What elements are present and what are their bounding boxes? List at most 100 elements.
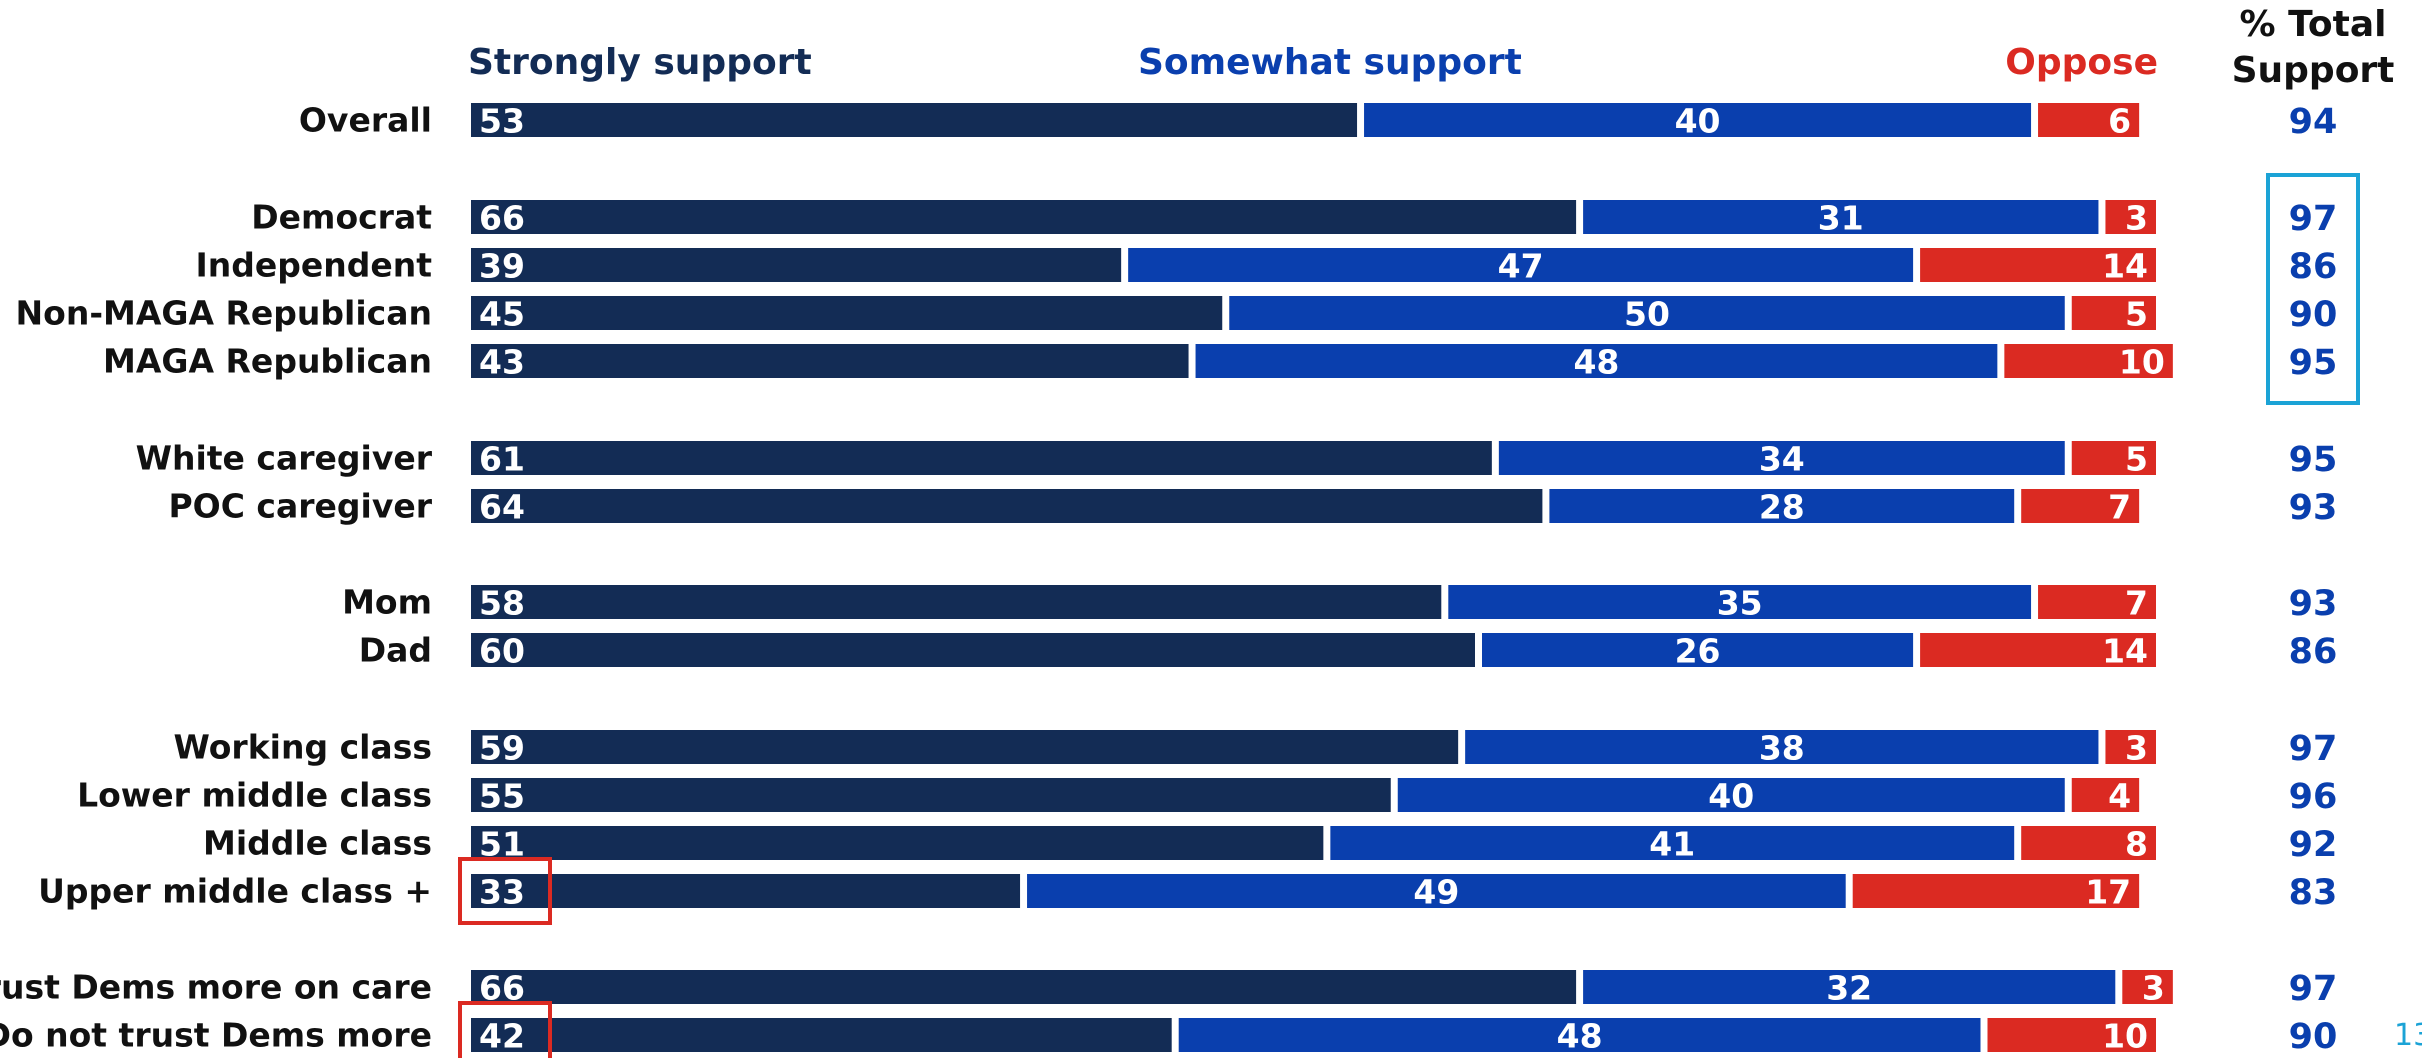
highlight-box-total-support <box>2266 173 2360 405</box>
highlight-box-strong-support <box>458 1001 552 1058</box>
bar-segment-oppose <box>2071 296 2156 330</box>
total-support-value: 90 <box>2289 295 2338 335</box>
row-label: Trust Dems more on care <box>0 968 432 1007</box>
total-support-value: 90 <box>2289 1017 2338 1057</box>
bar-segment-strong <box>471 296 1223 330</box>
highlight-box-strong-support <box>458 857 552 925</box>
bar-segment-somewhat <box>1195 344 1998 378</box>
data-label-oppose: 8 <box>2125 825 2148 864</box>
bar-segment-somewhat <box>1229 296 2065 330</box>
total-support-value: 95 <box>2289 343 2338 383</box>
row-label: Independent <box>195 246 432 285</box>
row-label: POC caregiver <box>168 487 432 526</box>
data-label-somewhat: 35 <box>1717 584 1763 623</box>
bar-segment-strong <box>471 730 1459 764</box>
data-label-strong: 61 <box>479 440 525 479</box>
bar-segment-somewhat <box>1583 200 2099 234</box>
bar-segment-oppose <box>2021 489 2140 523</box>
bar-segment-somewhat <box>1448 585 2032 619</box>
row-label: Mom <box>342 583 432 622</box>
data-label-strong: 66 <box>479 199 525 238</box>
data-label-oppose: 14 <box>2102 247 2148 286</box>
data-label-strong: 59 <box>479 729 525 768</box>
data-label-somewhat: 28 <box>1759 488 1805 527</box>
bar-segment-oppose <box>1920 633 2156 667</box>
total-support-value: 95 <box>2289 440 2338 480</box>
data-label-oppose: 7 <box>2108 488 2131 527</box>
data-label-strong: 45 <box>479 295 525 334</box>
bar-segment-oppose <box>1852 874 2140 908</box>
total-support-value: 86 <box>2289 247 2338 287</box>
data-label-somewhat: 49 <box>1413 873 1459 912</box>
bar-segment-oppose <box>2071 778 2140 812</box>
total-support-value: 83 <box>2289 873 2338 913</box>
bar-segment-somewhat <box>1027 874 1846 908</box>
row-label: Lower middle class <box>77 776 432 815</box>
total-header-line2: Support <box>2231 50 2395 91</box>
bar-segment-strong <box>471 585 1442 619</box>
bar-segment-oppose <box>2105 730 2156 764</box>
bar-segment-strong <box>471 200 1577 234</box>
total-support-value: 93 <box>2289 584 2338 624</box>
legend-oppose: Oppose <box>2005 42 2158 83</box>
bar-segment-oppose <box>1920 248 2156 282</box>
data-label-oppose: 3 <box>2125 199 2148 238</box>
row-label: Upper middle class + <box>38 872 432 911</box>
data-label-oppose: 3 <box>2125 729 2148 768</box>
bar-segment-somewhat <box>1397 778 2065 812</box>
bar-segment-strong <box>471 633 1475 667</box>
bar-segment-strong <box>471 970 1577 1004</box>
row-label: Non-MAGA Republican <box>16 294 432 333</box>
bar-segment-oppose <box>2105 200 2156 234</box>
total-support-value: 97 <box>2289 969 2338 1009</box>
total-support-value: 93 <box>2289 488 2338 528</box>
total-support-value: 97 <box>2289 729 2338 769</box>
data-label-oppose: 10 <box>2102 1017 2148 1056</box>
bar-segment-somewhat <box>1482 633 1914 667</box>
data-label-somewhat: 40 <box>1675 102 1721 141</box>
data-label-somewhat: 31 <box>1818 199 1864 238</box>
row-label: Middle class <box>203 824 432 863</box>
data-label-strong: 42 <box>479 1017 525 1056</box>
bar-segment-strong <box>471 103 1358 137</box>
data-label-strong: 55 <box>479 777 525 816</box>
data-label-somewhat: 41 <box>1649 825 1695 864</box>
data-label-oppose: 7 <box>2125 584 2148 623</box>
row-label: White caregiver <box>136 439 433 478</box>
data-label-somewhat: 34 <box>1759 440 1805 479</box>
data-label-somewhat: 50 <box>1624 295 1670 334</box>
bar-segment-strong <box>471 489 1543 523</box>
bar-segment-somewhat <box>1465 730 2099 764</box>
bar-segment-oppose <box>2038 103 2140 137</box>
bar-segment-somewhat <box>1583 970 2116 1004</box>
data-label-somewhat: 48 <box>1557 1017 1603 1056</box>
bar-segment-strong <box>471 778 1391 812</box>
bar-segment-strong <box>471 826 1324 860</box>
data-label-somewhat: 48 <box>1573 343 1619 382</box>
total-support-value: 92 <box>2289 825 2338 865</box>
row-label: Do not trust Dems more <box>0 1016 432 1055</box>
bar-segment-somewhat <box>1364 103 2032 137</box>
data-label-strong: 43 <box>479 343 525 382</box>
data-label-oppose: 5 <box>2125 440 2148 479</box>
total-header-line1: % Total <box>2239 4 2387 45</box>
bar-segment-oppose <box>1987 1018 2156 1052</box>
data-label-strong: 39 <box>479 247 525 286</box>
row-label: Democrat <box>251 198 432 237</box>
bar-segment-oppose <box>2122 970 2173 1004</box>
total-support-header: % Total Support <box>2230 2 2396 94</box>
bar-segment-somewhat <box>1128 248 1914 282</box>
data-label-somewhat: 47 <box>1498 247 1544 286</box>
bar-segment-strong <box>471 1018 1172 1052</box>
bar-segment-strong <box>471 248 1122 282</box>
bar-segment-somewhat <box>1498 441 2065 475</box>
bar-segment-oppose <box>2071 441 2156 475</box>
data-label-oppose: 17 <box>2085 873 2131 912</box>
data-label-strong: 60 <box>479 632 525 671</box>
data-label-somewhat: 32 <box>1826 969 1872 1008</box>
legend-strongly-support: Strongly support <box>468 42 812 83</box>
data-label-oppose: 14 <box>2102 632 2148 671</box>
row-label: Overall <box>299 101 432 140</box>
bar-segment-strong <box>471 874 1021 908</box>
bar-segment-somewhat <box>1330 826 2015 860</box>
